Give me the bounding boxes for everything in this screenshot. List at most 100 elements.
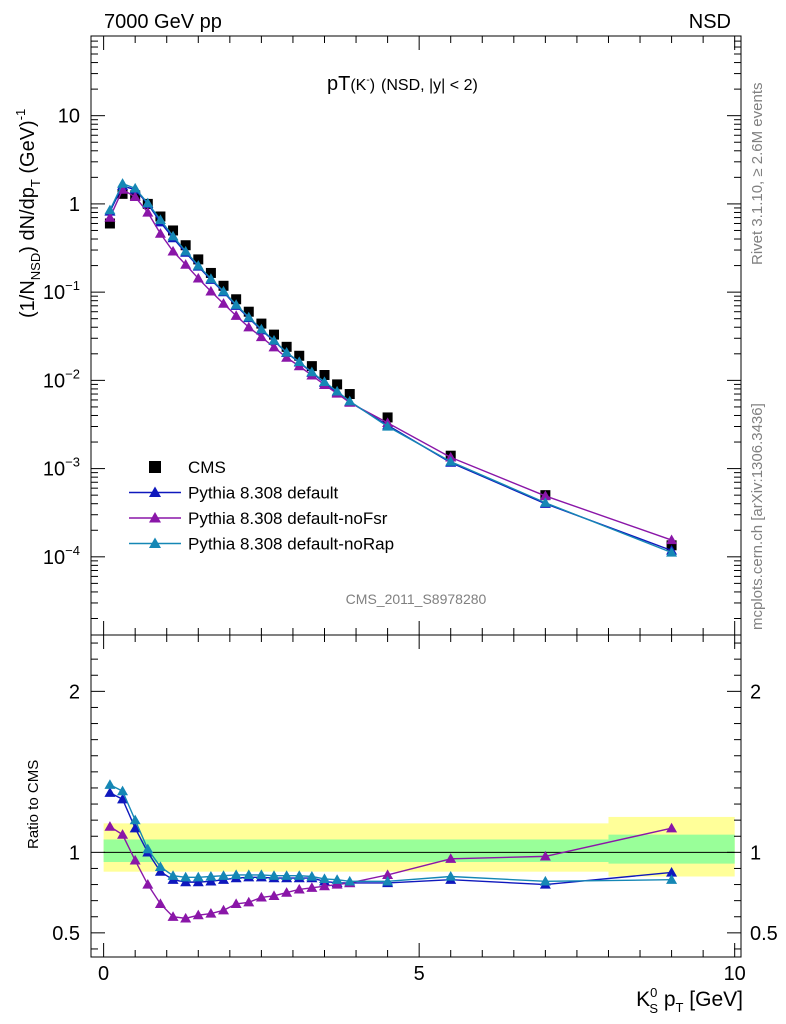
- ratio-point: [230, 898, 242, 908]
- ratio-point: [255, 891, 267, 902]
- ratio-series-line: [109, 784, 672, 883]
- data-point: [180, 245, 192, 256]
- x-tick-label: 0: [98, 963, 109, 985]
- main-y-tick-label: 10−1: [43, 278, 80, 304]
- ratio-point: [382, 869, 394, 880]
- ratio-point: [154, 861, 166, 871]
- ratio-point: [281, 870, 293, 880]
- ratio-point: [192, 876, 204, 887]
- ratio-point: [180, 871, 192, 882]
- legend-item: Pythia 8.308 default-noRap: [129, 535, 394, 554]
- ratio-point: [539, 875, 551, 886]
- ratio-point: [192, 909, 204, 920]
- ratio-point: [117, 785, 129, 796]
- ratio-point: [306, 871, 318, 881]
- ratio-y-tick-label: 0.5: [52, 923, 80, 945]
- data-point: [218, 280, 229, 291]
- ratio-point: [293, 883, 305, 894]
- rivet-label: Rivet 3.1.10, ≥ 2.6M events: [749, 83, 766, 266]
- ratio-point: [344, 875, 356, 886]
- data-point: [129, 191, 141, 202]
- ratio-point: [666, 822, 678, 833]
- x-axis-label: K0 S pT [GeV]: [636, 985, 743, 1016]
- data-point: [256, 318, 267, 329]
- header-left-label: 7000 GeV pp: [104, 11, 222, 33]
- ratio-point: [243, 896, 255, 907]
- data-point: [104, 204, 116, 215]
- main-series-line: [109, 182, 672, 554]
- data-point: [167, 245, 179, 256]
- ratio-series-2: [104, 779, 678, 886]
- data-point: [281, 346, 293, 357]
- mcplots-label: mcplots.cern.ch [arXiv:1306.3436]: [749, 403, 766, 630]
- ratio-point: [318, 880, 330, 891]
- ratio-y-tick-label: 1: [69, 842, 80, 864]
- main-y-tick-label: 1: [69, 194, 80, 216]
- ratio-point: [268, 890, 280, 900]
- plot-title: pT(K-) (NSD, |y| < 2): [327, 73, 478, 95]
- ratio-point: [331, 874, 343, 884]
- ratio-y-axis-label: Ratio to CMS: [25, 760, 42, 849]
- data-point: [142, 206, 154, 217]
- data-point: [205, 285, 217, 296]
- ratio-point: [104, 821, 116, 831]
- data-point: [117, 178, 129, 188]
- data-point: [318, 376, 330, 387]
- data-point: [154, 214, 166, 224]
- data-point: [306, 361, 317, 372]
- ratio-point: [318, 873, 330, 884]
- data-point: [306, 366, 318, 377]
- ratio-point: [117, 829, 129, 839]
- data-point: [117, 188, 128, 199]
- ratio-point: [445, 871, 457, 881]
- data-point: [218, 298, 230, 308]
- ratio-point: [142, 879, 154, 889]
- data-point: [230, 299, 242, 309]
- ratio-point: [218, 904, 230, 915]
- ratio-point: [243, 869, 255, 880]
- data-point: [539, 497, 551, 507]
- ratio-point: [230, 869, 242, 880]
- legend-marker: [149, 486, 161, 497]
- legend-label: Pythia 8.308 default: [188, 484, 339, 503]
- main-y-axis-label: (1/NNSD) dN/dpT (GeV)-1: [13, 109, 43, 318]
- data-point: [255, 331, 267, 342]
- ratio-point: [129, 854, 141, 865]
- ratio-y-tick-label-right: 0.5: [750, 923, 778, 945]
- data-point: [293, 356, 305, 367]
- data-point: [344, 395, 356, 406]
- ratio-panel: 0.5 0.5 1 1 2 2 0 5 10: [52, 634, 778, 985]
- legend-label: CMS: [188, 458, 226, 477]
- ratio-y-tick-label: 2: [69, 681, 80, 703]
- ratio-y-tick-label-right: 1: [750, 842, 761, 864]
- ratio-point: [293, 870, 305, 880]
- analysis-watermark: CMS_2011_S8978280: [346, 591, 487, 607]
- data-point: [218, 285, 230, 296]
- data-point: [243, 311, 255, 322]
- data-point: [268, 335, 280, 345]
- ratio-point: [205, 875, 217, 886]
- ratio-point: [117, 793, 129, 804]
- data-point: [154, 228, 166, 238]
- data-point: [104, 212, 116, 222]
- ratio-point: [104, 779, 116, 789]
- data-point: [344, 389, 355, 400]
- uncertainty-band: [608, 834, 735, 864]
- ratio-point: [255, 869, 267, 880]
- ratio-panel-frame: [90, 634, 742, 958]
- ratio-point: [205, 871, 217, 881]
- ratio-y-tick-label-right: 2: [750, 681, 761, 703]
- data-point: [104, 218, 115, 229]
- data-point: [193, 254, 204, 265]
- data-point: [281, 341, 292, 352]
- data-point: [180, 259, 192, 269]
- main-y-tick-label: 10: [58, 106, 80, 128]
- data-point: [445, 456, 457, 466]
- main-series-3: [104, 178, 678, 557]
- data-point: [666, 534, 678, 545]
- ratio-point: [142, 843, 154, 854]
- ratio-point: [154, 898, 166, 908]
- data-point: [319, 370, 330, 381]
- legend-marker: [149, 537, 161, 548]
